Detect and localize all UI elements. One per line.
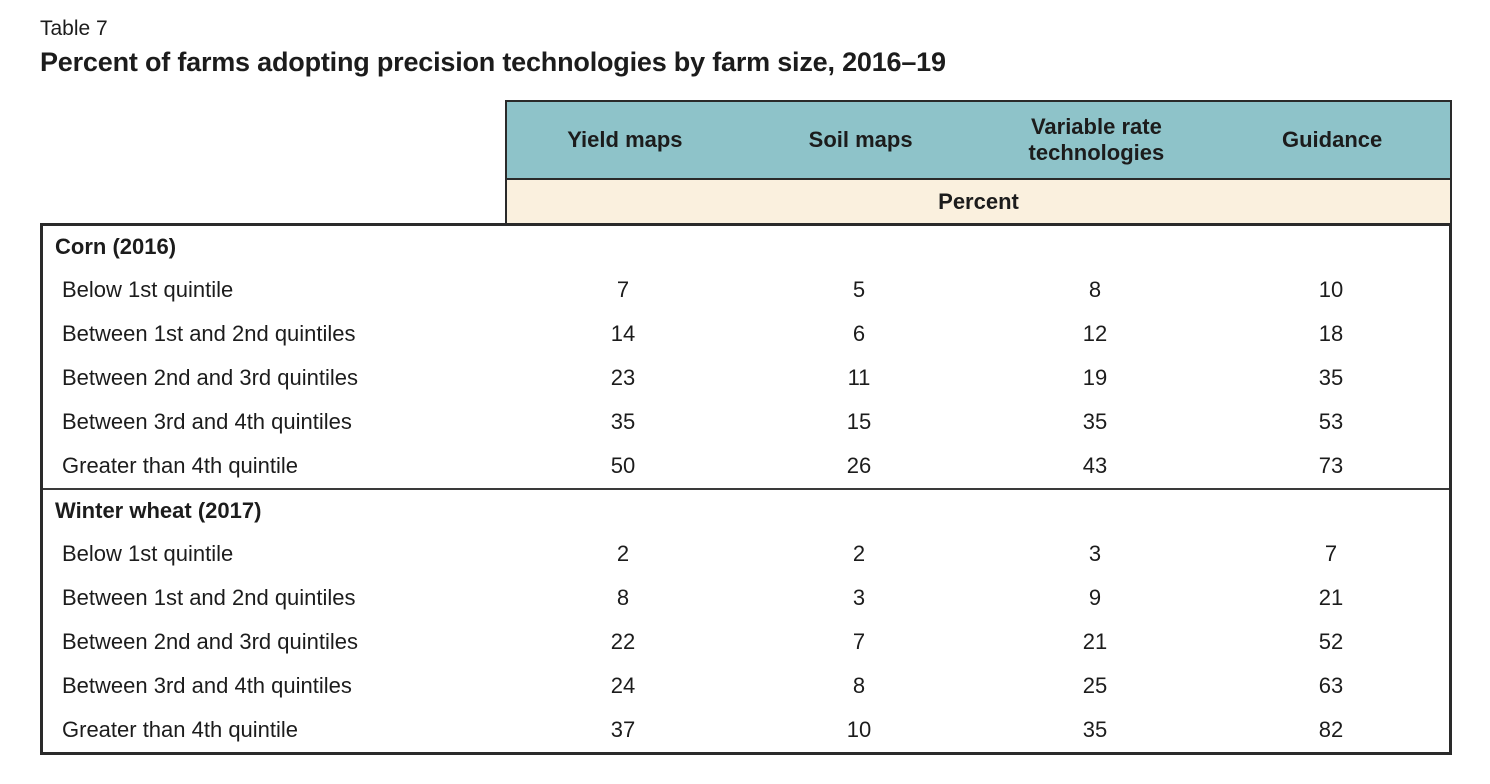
- value-cell: 53: [1318, 409, 1344, 434]
- value-cell: 26: [846, 453, 872, 478]
- row-label: Between 1st and 2nd quintiles: [62, 585, 356, 610]
- value-cell: 21: [1318, 585, 1344, 610]
- table-row: Greater than 4th quintile 37 10 35 82: [43, 708, 1449, 752]
- column-header-soil-maps: Soil maps: [808, 127, 913, 152]
- value-cell: 10: [846, 717, 872, 742]
- value-cell: 24: [610, 673, 636, 698]
- value-cell: 3: [852, 585, 866, 610]
- value-cell: 37: [610, 717, 636, 742]
- table-caption: Table 7 Percent of farms adopting precis…: [40, 16, 946, 80]
- value-cell: 8: [852, 673, 866, 698]
- column-header-row: Yield maps Soil maps Variable rate technol…: [505, 100, 1452, 180]
- row-label: Between 2nd and 3rd quintiles: [62, 629, 358, 654]
- value-cell: 25: [1082, 673, 1108, 698]
- value-cell: 82: [1318, 717, 1344, 742]
- section-header-winter-wheat-2017: Winter wheat (2017): [55, 498, 262, 523]
- row-label: Between 1st and 2nd quintiles: [62, 321, 356, 346]
- value-cell: 12: [1082, 321, 1108, 346]
- row-label: Below 1st quintile: [62, 541, 234, 566]
- value-cell: 14: [610, 321, 636, 346]
- value-cell: 7: [852, 629, 866, 654]
- value-cell: 2: [616, 541, 630, 566]
- value-cell: 21: [1082, 629, 1108, 654]
- row-label: Below 1st quintile: [62, 277, 234, 302]
- value-cell: 73: [1318, 453, 1344, 478]
- value-cell: 10: [1318, 277, 1344, 302]
- value-cell: 35: [1318, 365, 1344, 390]
- data-table: Yield maps Soil maps Variable rate technol…: [40, 100, 1452, 755]
- value-cell: 9: [1088, 585, 1102, 610]
- value-cell: 3: [1088, 541, 1102, 566]
- table-title: Percent of farms adopting precision tech…: [40, 47, 946, 78]
- value-cell: 7: [1324, 541, 1338, 566]
- unit-label: Percent: [938, 188, 1019, 214]
- unit-row: Percent: [505, 180, 1452, 223]
- value-cell: 2: [852, 541, 866, 566]
- row-label: Between 3rd and 4th quintiles: [62, 673, 352, 698]
- value-cell: 43: [1082, 453, 1108, 478]
- value-cell: 35: [610, 409, 636, 434]
- table-row: Between 1st and 2nd quintiles 8 3 9 21: [43, 576, 1449, 620]
- table-row: Below 1st quintile 2 2 3 7: [43, 532, 1449, 576]
- table-row: Between 3rd and 4th quintiles 24 8 25 63: [43, 664, 1449, 708]
- table-section-winter-wheat-2017: Winter wheat (2017) Below 1st quintile 2 2 3…: [43, 488, 1449, 752]
- value-cell: 11: [847, 365, 871, 390]
- value-cell: 35: [1082, 717, 1108, 742]
- table-row: Between 2nd and 3rd quintiles 23 11 19 35: [43, 356, 1449, 400]
- column-header-guidance: Guidance: [1282, 127, 1383, 152]
- value-cell: 63: [1318, 673, 1344, 698]
- value-cell: 8: [616, 585, 630, 610]
- value-cell: 35: [1082, 409, 1108, 434]
- value-cell: 23: [610, 365, 636, 390]
- value-cell: 19: [1082, 365, 1108, 390]
- value-cell: 8: [1088, 277, 1102, 302]
- row-label: Greater than 4th quintile: [62, 453, 299, 478]
- value-cell: 15: [846, 409, 872, 434]
- table-row: Greater than 4th quintile 50 26 43 73: [43, 444, 1449, 488]
- column-header-variable-rate-technologies: Variable rate technologies: [1028, 114, 1165, 165]
- table-row: Between 2nd and 3rd quintiles 22 7 21 52: [43, 620, 1449, 664]
- table-row: Below 1st quintile 7 5 8 10: [43, 268, 1449, 312]
- table-number-label: Table 7: [40, 17, 108, 40]
- value-cell: 50: [610, 453, 636, 478]
- table-body: Corn (2016) Below 1st quintile 7 5 8 10 Betwee…: [40, 223, 1452, 755]
- value-cell: 18: [1318, 321, 1344, 346]
- table-row: Between 3rd and 4th quintiles 35 15 35 53: [43, 400, 1449, 444]
- value-cell: 22: [610, 629, 636, 654]
- row-label: Between 3rd and 4th quintiles: [62, 409, 352, 434]
- row-label: Between 2nd and 3rd quintiles: [62, 365, 358, 390]
- value-cell: 6: [852, 321, 866, 346]
- value-cell: 5: [852, 277, 866, 302]
- row-label: Greater than 4th quintile: [62, 717, 299, 742]
- table-section-corn-2016: Corn (2016) Below 1st quintile 7 5 8 10 Betwee…: [43, 226, 1449, 488]
- section-header-corn-2016: Corn (2016): [55, 234, 177, 259]
- table-row: Between 1st and 2nd quintiles 14 6 12 18: [43, 312, 1449, 356]
- value-cell: 7: [616, 277, 630, 302]
- value-cell: 52: [1318, 629, 1344, 654]
- column-header-yield-maps: Yield maps: [567, 127, 683, 152]
